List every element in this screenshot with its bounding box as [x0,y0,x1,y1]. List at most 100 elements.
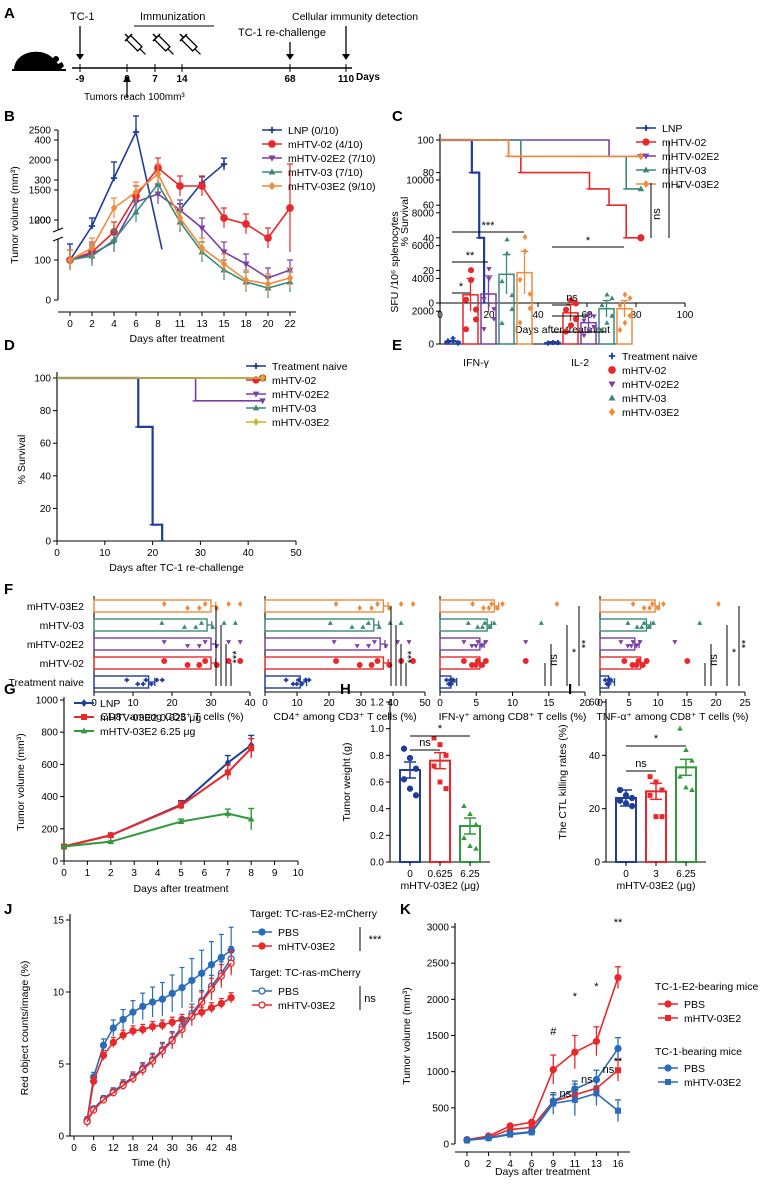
c-legend-label: mHTV-02 [662,137,707,149]
f-x-tick-label: 15 [543,698,555,709]
e-data-point [462,326,470,333]
f-data-point [472,662,479,668]
c-legend-marker [642,166,650,173]
f-x-axis-label: IFN-γ⁺ among CD8⁺ T cells (%) [439,711,587,723]
k-y-tick-label: 2500 [427,959,450,970]
j-legend-marker [258,942,266,950]
c-legend-label: mHTV-03E2 [662,179,719,191]
k-legend-marker [665,1079,671,1085]
f-data-point [684,658,691,664]
f-data-point [641,605,647,611]
c-y-tick-label: 20 [423,266,435,277]
i-sig-label: * [654,733,659,745]
f-bar [264,675,301,689]
syringe-icon [124,33,146,55]
i-data-point [689,757,695,763]
f-x-tick-label: 25 [739,698,751,709]
d-x-tick-label: 30 [195,548,207,559]
f-bar [93,599,212,613]
i-data-point [647,774,653,780]
f-data-point [621,658,628,664]
f-data-point [522,658,529,664]
e-y-axis-label: SFU /10⁶ splenocytes [389,211,401,312]
e-y-tick-label: 6000 [412,241,435,252]
i-y-tick-label: 40 [589,751,601,762]
i-data-point [622,792,630,799]
f-x-tick-label: 5 [473,698,479,709]
panel-h-tumor-weight: H 0.0 0.2 0.4 0.6 0.8 1.0 1.2 Tumor weight (g) 0 0… [340,681,490,892]
syringe-plunger [124,33,130,39]
g-x-tick-label: 2 [108,868,114,879]
f-x-tick-label: 0 [597,698,603,709]
e-data-point [509,292,515,298]
f-data-point [469,644,475,649]
b-x-tick-label: 4 [111,319,117,330]
g-series-line [63,744,252,848]
arrow-tc1-head [76,54,84,60]
g-y-tick-label: 200 [41,824,58,835]
f-bar [93,675,150,689]
f-data-point [357,605,363,611]
k-y-axis-label: Tumor volume (mm³) [401,987,413,1085]
e-data-point [527,290,533,298]
k-legend-label: mHTV-03E2 [684,1077,741,1089]
e-sig-label: *** [482,220,496,232]
d-y-axis-label: % Survival [16,435,28,485]
e-data-point [491,317,497,322]
c-y-tick-label: 100 [417,136,434,147]
f-x-tick-label: 30 [355,698,367,709]
timeline-tick-label: 68 [284,74,296,85]
h-sig-label: ns [419,737,431,749]
d-endpoint [259,374,266,382]
f-data-point [196,644,202,649]
d-x-tick-label: 20 [147,548,159,559]
j-x-tick-label: 6 [91,1143,97,1154]
h-x-tick-label: 6.25 [460,869,480,880]
syringe-icon [152,33,174,55]
e-data-point [604,320,610,325]
f-data-point [410,658,416,664]
f-category-label: mHTV-03E2 [27,601,84,613]
i-data-point [647,792,653,798]
d-x-tick-label: 40 [243,548,255,559]
e-data-point [617,302,623,309]
f-x-axis-label: CD8⁺ among CD3⁺ T cells (%) [100,711,243,723]
f-data-point [375,601,380,607]
f-data-point [647,605,652,611]
h-x-tick-label: 0 [407,869,413,880]
h-data-point [467,843,473,848]
e-data-point [450,339,456,344]
f-data-point [465,620,471,625]
b-legend-label: mHTV-03E2 (9/10) [288,181,376,193]
d-y-tick-label: 20 [40,504,52,515]
f-data-point [213,662,220,668]
f-data-point [608,677,614,683]
c-series-line [440,139,641,239]
f-data-point [481,605,486,611]
j-legend-group: Target: TC-ras-E2-mCherry [250,908,378,920]
c-x-tick-label: 20 [483,310,495,321]
k-x-tick-label: 16 [612,1159,624,1170]
f-data-point [197,605,202,611]
d-legend-label: Treatment naive [272,361,348,373]
g-y-tick-label: 600 [41,760,58,771]
h-data-point [431,763,437,769]
f-data-point [154,677,160,683]
k-sig-label: ns [559,1088,571,1100]
f-data-point [193,624,199,629]
d-y-tick-label: 0 [45,537,51,548]
f-category-label: mHTV-03 [40,620,85,632]
c-y-tick-label: 60 [423,201,435,212]
f-data-point [226,640,232,645]
f-data-point [410,601,416,607]
f-x-tick-label: 10 [507,698,519,709]
j-x-tick-label: 24 [147,1143,159,1154]
e-data-point [581,318,587,324]
e-data-point [586,312,592,317]
k-y-tick-label: 3000 [427,923,450,934]
f-data-point [196,662,203,668]
panel-i-ctl-killing: I 0 20 40 60 The CTL killing rates (%) 0 3 6.25m… [557,681,706,892]
panel-d-survival-rechallenge: D 0 20 40 60 80 100 0 10 20 30 40 50 Days after TC-1 … [4,337,348,574]
timeline-tick-label: 7 [152,74,158,85]
f-data-point [630,601,636,607]
